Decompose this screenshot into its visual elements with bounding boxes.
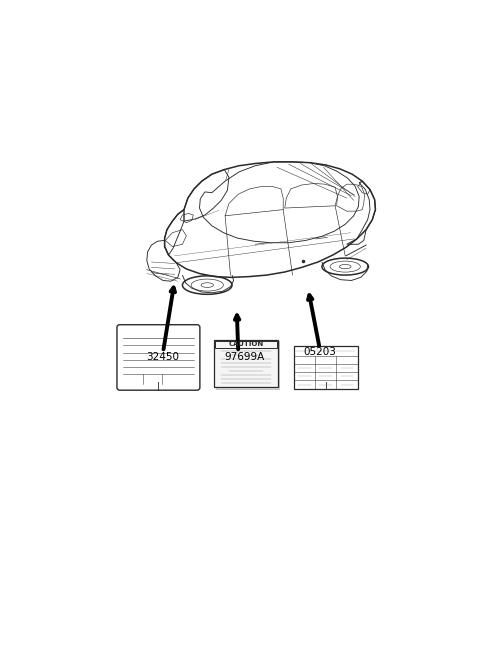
Text: 97699A: 97699A — [224, 352, 264, 362]
Bar — [216, 341, 279, 389]
Text: 05203: 05203 — [303, 348, 336, 358]
Bar — [214, 340, 278, 388]
Bar — [294, 346, 358, 388]
Text: CAUTION: CAUTION — [228, 341, 264, 347]
Text: 32450: 32450 — [146, 352, 180, 362]
Bar — [215, 340, 277, 348]
